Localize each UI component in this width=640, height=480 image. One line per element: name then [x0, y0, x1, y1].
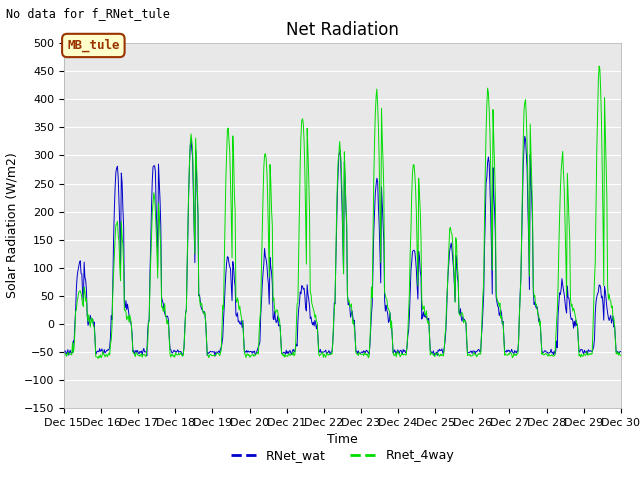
- Text: MB_tule: MB_tule: [67, 39, 120, 52]
- X-axis label: Time: Time: [327, 433, 358, 446]
- RNet_wat: [428, 349, 435, 355]
- Title: Net Radiation: Net Radiation: [286, 21, 399, 39]
- RNet_wat: [521, 133, 529, 139]
- Legend: RNet_wat, Rnet_4way: RNet_wat, Rnet_4way: [225, 444, 460, 468]
- Text: No data for f_RNet_tule: No data for f_RNet_tule: [6, 7, 170, 20]
- RNet_wat: [211, 353, 219, 359]
- Line: Rnet_4way: Rnet_4way: [64, 66, 621, 359]
- Y-axis label: Solar Radiation (W/m2): Solar Radiation (W/m2): [5, 153, 19, 299]
- Rnet_4way: [70, 345, 78, 351]
- Rnet_4way: [411, 171, 419, 177]
- RNet_wat: [127, 323, 135, 329]
- Rnet_4way: [214, 350, 222, 356]
- Rnet_4way: [595, 63, 603, 69]
- RNet_wat: [70, 339, 78, 345]
- Rnet_4way: [185, 187, 193, 193]
- Rnet_4way: [60, 350, 68, 356]
- RNet_wat: [411, 249, 419, 254]
- Line: RNet_wat: RNet_wat: [64, 136, 621, 356]
- RNet_wat: [60, 350, 68, 356]
- RNet_wat: [184, 225, 192, 231]
- Rnet_4way: [94, 356, 102, 361]
- Rnet_4way: [617, 353, 625, 359]
- RNet_wat: [214, 349, 222, 355]
- Rnet_4way: [428, 351, 435, 357]
- RNet_wat: [617, 349, 625, 355]
- Rnet_4way: [128, 337, 136, 343]
